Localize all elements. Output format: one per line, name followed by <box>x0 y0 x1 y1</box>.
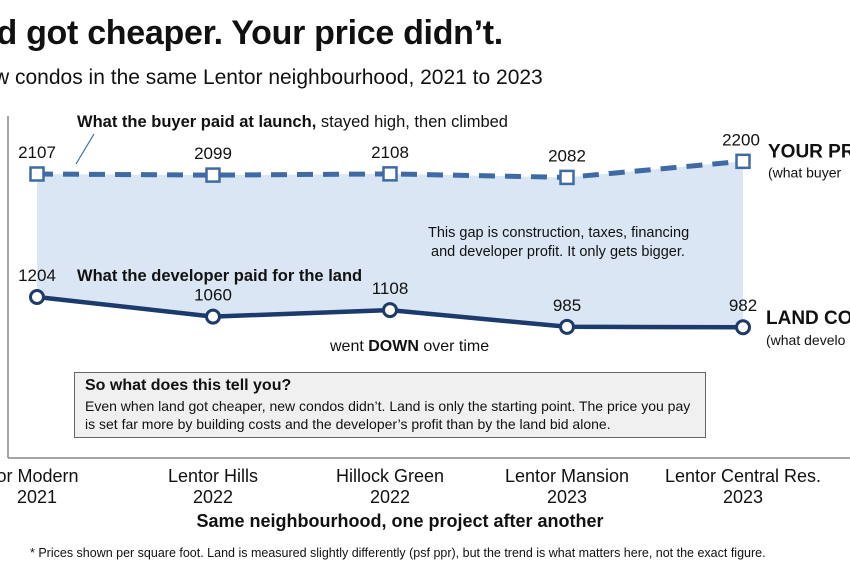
land-cost-point <box>735 319 751 336</box>
x-axis-title: Same neighbourhood, one project after an… <box>196 511 604 531</box>
buyer-price-value-label: 2108 <box>371 143 409 162</box>
buyer-price-value-label: 2082 <box>548 146 586 165</box>
land-cost-value-label: 1060 <box>194 286 232 305</box>
buyer-price-point <box>735 153 751 170</box>
buyer-price-point <box>205 167 221 183</box>
x-tick-label-year: 2021 <box>17 487 57 507</box>
buyer-price-value-label: 2099 <box>194 144 232 163</box>
buyer-series-sub: (what buyer <box>768 164 841 180</box>
land-cost-point <box>29 289 45 305</box>
chart-subtitle: w condos in the same Lentor neighbourhoo… <box>0 66 543 89</box>
buyer-price-point <box>382 166 398 182</box>
buyer-annotation: What the buyer paid at launch, stayed hi… <box>77 113 508 131</box>
gap-annotation-line1: This gap is construction, taxes, financi… <box>428 225 689 241</box>
x-tick-label-year: 2023 <box>547 487 587 507</box>
x-tick-label-year: 2022 <box>193 487 233 507</box>
insight-title: So what does this tell you? <box>85 377 292 394</box>
x-tick-label-name: Lentor Hills <box>168 466 258 486</box>
footnote: * Prices shown per square foot. Land is … <box>30 546 766 560</box>
buyer-price-point <box>559 169 575 186</box>
gap-annotation-line2: and developer profit. It only gets bigge… <box>431 244 685 260</box>
land-cost-value-label: 1204 <box>18 266 56 285</box>
insight-box: So what does this tell you? Even when la… <box>74 372 706 438</box>
land-cost-point <box>559 318 575 335</box>
insight-body: Even when land got cheaper, new condos d… <box>85 398 691 432</box>
buyer-price-value-label: 2200 <box>722 130 760 149</box>
buyer-series-name: YOUR PR <box>768 141 850 162</box>
land-cost-value-label: 1108 <box>372 279 409 298</box>
land-cost-value-label: 982 <box>729 296 757 315</box>
x-tick-label-name: Lentor Central Res. <box>665 466 821 486</box>
buyer-price-value-label: 2107 <box>18 143 56 162</box>
gap-area <box>37 161 743 328</box>
land-cost-point <box>205 308 221 325</box>
x-tick-label-name: Lentor Mansion <box>505 466 629 486</box>
land-series-sub: (what develo <box>766 332 846 348</box>
x-tick-label-year: 2022 <box>370 487 410 507</box>
land-cost-value-label: 985 <box>553 296 581 315</box>
x-tick-label-year: 2023 <box>723 487 763 507</box>
down-annotation: went DOWN over time <box>329 338 489 355</box>
buyer-price-point <box>29 166 45 182</box>
land-series-name: LAND CO <box>766 308 850 329</box>
land-cost-point <box>382 302 398 319</box>
land-annotation: What the developer paid for the land <box>77 267 362 285</box>
buyer-annotation-pointer <box>75 133 95 165</box>
x-tick-label-name: Hillock Green <box>336 466 444 486</box>
x-tick-label-name: ntor Modern <box>0 466 79 486</box>
chart-title: nd got cheaper. Your price didn’t. <box>0 14 503 52</box>
